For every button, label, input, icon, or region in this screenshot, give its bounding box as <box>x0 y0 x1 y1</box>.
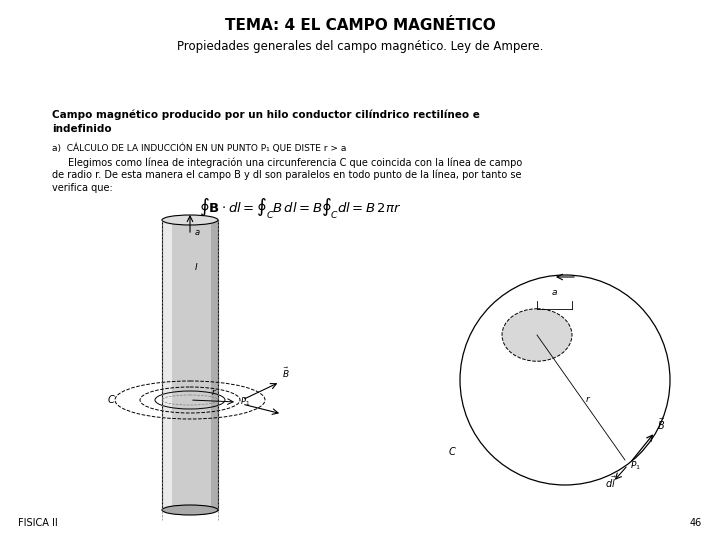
Text: r: r <box>212 388 215 397</box>
Text: $\oint \mathbf{B} \cdot d\mathit{l} = \oint_C B\,dl = B\oint_C dl = B\,2\pi r$: $\oint \mathbf{B} \cdot d\mathit{l} = \o… <box>199 196 401 221</box>
Text: FISICA II: FISICA II <box>18 518 58 528</box>
Text: TEMA: 4 EL CAMPO MAGNÉTICO: TEMA: 4 EL CAMPO MAGNÉTICO <box>225 18 495 33</box>
Bar <box>162 220 172 510</box>
Text: $\vec{B}$: $\vec{B}$ <box>282 366 289 380</box>
Ellipse shape <box>162 505 218 515</box>
Text: a: a <box>552 288 557 297</box>
Text: $\vec{B}$: $\vec{B}$ <box>657 417 665 432</box>
Text: r: r <box>586 395 590 404</box>
Text: indefinido: indefinido <box>52 124 112 134</box>
Ellipse shape <box>502 309 572 361</box>
Text: C: C <box>449 447 455 457</box>
Text: Campo magnético producido por un hilo conductor cilíndrico rectilíneo e: Campo magnético producido por un hilo co… <box>52 110 480 120</box>
Bar <box>162 220 218 510</box>
Text: a: a <box>195 228 200 237</box>
Text: $d\vec{l}$: $d\vec{l}$ <box>605 475 617 490</box>
Text: C: C <box>108 395 114 405</box>
Text: I: I <box>195 263 197 272</box>
Text: $P_1$: $P_1$ <box>630 459 641 471</box>
Text: de radio r. De esta manera el campo B y dl son paralelos en todo punto de la lín: de radio r. De esta manera el campo B y … <box>52 170 521 180</box>
Text: verifica que:: verifica que: <box>52 183 113 193</box>
Bar <box>211 220 218 510</box>
Text: a)  CÁLCULO DE LA INDUCCIÓN EN UN PUNTO P₁ QUE DISTE r > a: a) CÁLCULO DE LA INDUCCIÓN EN UN PUNTO P… <box>52 143 346 152</box>
Bar <box>162 220 218 510</box>
Text: Propiedades generales del campo magnético. Ley de Ampere.: Propiedades generales del campo magnétic… <box>177 40 543 53</box>
Text: Elegimos como línea de integración una circunferencia C que coincida con la líne: Elegimos como línea de integración una c… <box>68 157 522 167</box>
Text: $P_1$: $P_1$ <box>240 395 250 408</box>
Ellipse shape <box>162 215 218 225</box>
Text: 46: 46 <box>690 518 702 528</box>
